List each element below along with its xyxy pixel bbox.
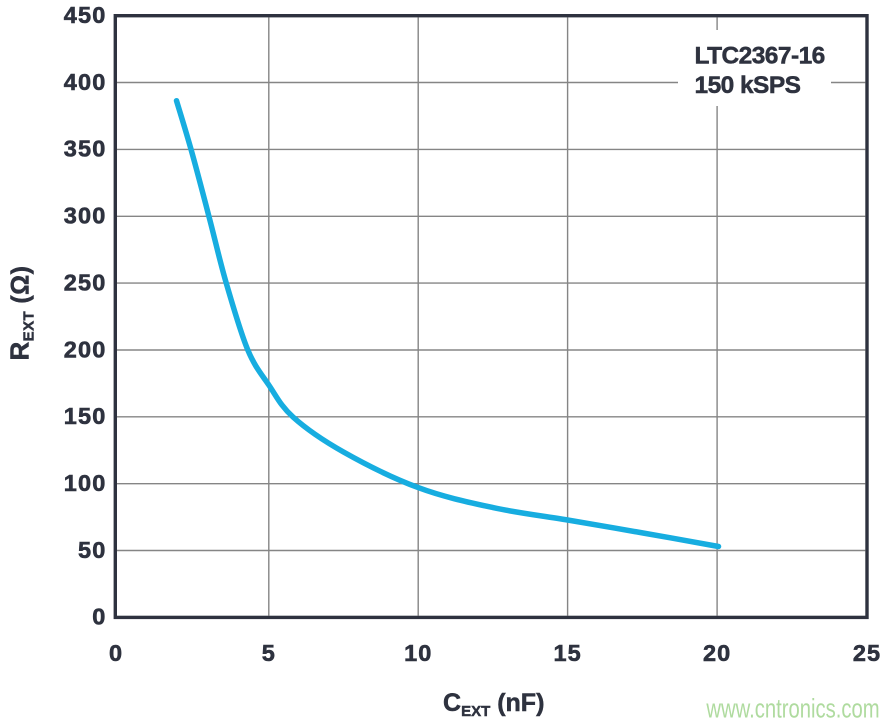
svg-text:150 kSPS: 150 kSPS (695, 72, 801, 99)
svg-text:15: 15 (554, 640, 582, 666)
svg-text:5: 5 (262, 640, 276, 666)
svg-text:50: 50 (78, 537, 107, 563)
svg-text:250: 250 (64, 269, 107, 295)
svg-text:450: 450 (64, 2, 107, 28)
svg-text:200: 200 (64, 336, 107, 362)
svg-text:100: 100 (64, 470, 107, 496)
svg-text:20: 20 (703, 640, 731, 666)
svg-text:www.cntronics.com: www.cntronics.com (706, 694, 880, 725)
svg-text:0: 0 (92, 604, 106, 630)
svg-text:0: 0 (109, 640, 123, 666)
svg-text:400: 400 (64, 69, 107, 95)
svg-text:350: 350 (64, 136, 107, 162)
svg-text:25: 25 (853, 640, 881, 666)
svg-text:150: 150 (64, 403, 107, 429)
svg-text:10: 10 (404, 640, 432, 666)
svg-text:300: 300 (64, 203, 107, 229)
svg-text:LTC2367-16: LTC2367-16 (695, 42, 825, 69)
svg-text:CEXT (nF): CEXT (nF) (443, 689, 544, 720)
